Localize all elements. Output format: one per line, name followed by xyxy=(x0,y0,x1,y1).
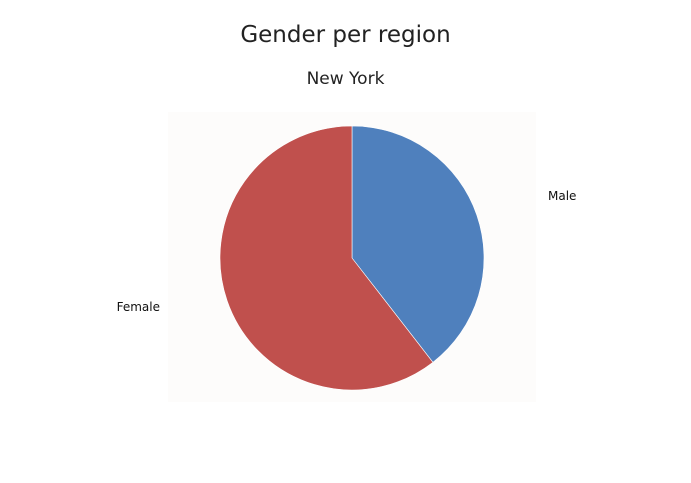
pie-labels: Male Female xyxy=(117,189,577,314)
pie-slices xyxy=(219,125,485,391)
chart-subtitle: New York xyxy=(306,69,385,89)
slice-label-male: Male xyxy=(548,189,576,203)
pie-slice-female xyxy=(219,125,434,391)
pie-slice-male xyxy=(351,125,485,363)
slice-label-female: Female xyxy=(117,300,160,314)
chart-title: Gender per region xyxy=(240,22,451,48)
